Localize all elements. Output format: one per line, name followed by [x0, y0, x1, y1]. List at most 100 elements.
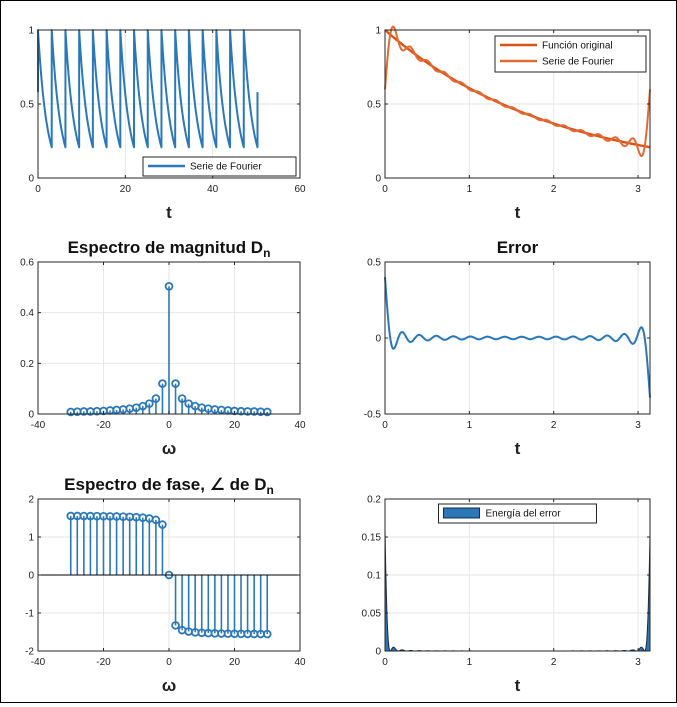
x-axis-label: t — [515, 676, 521, 695]
legend: Serie de Fourier — [142, 156, 297, 177]
legend-entry-label: Energía del error — [486, 509, 562, 520]
y-tick-label: 0 — [28, 174, 34, 185]
legend-swatch — [443, 507, 480, 519]
y-tick-label: 0.1 — [367, 571, 381, 582]
series-line-serie-de-fourier — [384, 25, 651, 158]
stem-marker — [171, 621, 180, 630]
legend-entry-label: Función original — [542, 41, 613, 52]
x-tick-label: 0 — [382, 184, 388, 195]
chart-title-subscript: n — [266, 483, 273, 497]
tick-labels: 0 1 2 3 0 0.05 0.1 0.15 0.2 — [362, 495, 650, 668]
subplot-2: 0 1 2 3 0 0.5 1 t Función original Serie de Fouri… — [367, 25, 651, 222]
stem-marker — [158, 520, 167, 529]
y-tick-label: 0.4 — [20, 308, 34, 319]
legend-entry-label: Serie de Fourier — [190, 162, 262, 173]
x-tick-label: 2 — [551, 420, 557, 431]
y-tick-label: 0 — [375, 647, 381, 658]
stem-marker — [151, 515, 161, 525]
x-axis-label: t — [515, 203, 521, 222]
x-tick-label: 3 — [635, 657, 641, 668]
x-tick-label: -20 — [96, 657, 111, 668]
data-series — [384, 277, 651, 398]
y-tick-label: 0.2 — [20, 359, 34, 370]
y-tick-label: -2 — [25, 647, 34, 658]
legend-box — [142, 156, 297, 177]
y-tick-label: 0.2 — [367, 495, 381, 506]
chart-title-main: Error — [497, 238, 539, 257]
legend: Función original Serie de Fourier — [494, 35, 647, 73]
x-tick-label: 0 — [382, 420, 388, 431]
stem-marker — [164, 282, 174, 291]
y-tick-label: 0.6 — [20, 258, 34, 269]
x-tick-label: 40 — [294, 420, 306, 431]
x-axis-label: t — [166, 203, 172, 222]
legend-entry-label: Serie de Fourier — [542, 57, 614, 68]
series-line-serie-de-fourier — [37, 29, 259, 149]
y-tick-label: 1 — [28, 26, 34, 37]
x-tick-label: -20 — [96, 420, 111, 431]
y-tick-label: 2 — [28, 495, 34, 506]
x-tick-label: 1 — [467, 184, 473, 195]
x-tick-label: 0 — [166, 420, 172, 431]
chart-title-main: Espectro de magnitud D — [68, 238, 264, 257]
x-tick-label: 0 — [35, 184, 41, 195]
y-tick-label: 0.15 — [362, 533, 382, 544]
x-tick-label: 0 — [166, 657, 172, 668]
gridlines — [38, 30, 300, 178]
x-tick-label: 40 — [207, 184, 219, 195]
stem-marker — [262, 407, 272, 417]
x-tick-label: 2 — [551, 184, 557, 195]
tick-labels: -40 -20 0 20 40 0 0.2 0.4 0.6 — [20, 258, 306, 432]
data-series — [38, 511, 300, 639]
tick-labels: 0 1 2 3 0 0.5 1 — [367, 26, 650, 195]
data-series — [37, 29, 259, 149]
chart-title-main: Espectro de fase, ∠ de D — [64, 475, 266, 494]
x-axis-label: t — [515, 439, 521, 458]
x-tick-label: 40 — [294, 657, 306, 668]
x-tick-label: 1 — [467, 657, 473, 668]
stem-marker — [262, 629, 272, 639]
x-axis-label: ω — [162, 676, 176, 695]
y-tick-label: 0 — [28, 571, 34, 582]
x-tick-label: 20 — [120, 184, 132, 195]
subplot-3: -40 -20 0 20 40 0 0.2 0.4 0.6 ω Espectro de magnit… — [20, 238, 306, 458]
y-tick-label: 0.5 — [367, 100, 381, 111]
subplot-1: 0 20 40 60 0 0.5 1 t Serie de Fourier — [20, 26, 306, 223]
y-tick-label: -0.5 — [364, 410, 382, 421]
x-tick-label: -40 — [31, 420, 46, 431]
y-tick-label: 0.05 — [362, 609, 382, 620]
gridlines — [385, 499, 650, 651]
y-tick-label: 0.5 — [367, 258, 381, 269]
y-tick-label: 1 — [375, 26, 381, 37]
subplot-5: -40 -20 0 20 40 -2 -1 0 1 2 ω Espectro de fase, ∠ d… — [25, 475, 306, 695]
tick-labels: 0 1 2 3-0.500.5 — [364, 258, 650, 431]
y-tick-label: 0 — [375, 334, 381, 345]
x-tick-label: 1 — [467, 420, 473, 431]
stem-marker — [158, 379, 167, 388]
y-tick-label: 0 — [375, 174, 381, 185]
chart-title: Espectro de fase, ∠ de Dn — [64, 475, 274, 497]
x-tick-label: 60 — [294, 184, 306, 195]
x-tick-label: 3 — [635, 184, 641, 195]
chart-title-subscript: n — [263, 246, 270, 260]
y-tick-label: 0 — [28, 410, 34, 421]
data-series — [384, 25, 651, 158]
y-tick-label: 1 — [28, 533, 34, 544]
x-tick-label: 20 — [229, 657, 241, 668]
tick-labels: -40 -20 0 20 40 -2 -1 0 1 2 — [25, 495, 306, 669]
x-tick-label: 3 — [635, 420, 641, 431]
stem-marker — [177, 394, 187, 403]
legend-box — [494, 35, 647, 73]
subplot-6: 0 1 2 3 0 0.05 0.1 0.15 0.2 t Energía del error — [362, 495, 651, 695]
y-tick-label: -1 — [25, 609, 34, 620]
legend: Energía del error — [438, 503, 597, 524]
x-tick-label: 0 — [382, 657, 388, 668]
y-tick-label: 0.5 — [20, 100, 34, 111]
chart-title: Espectro de magnitud Dn — [68, 238, 271, 260]
x-axis-label: ω — [162, 439, 176, 458]
x-tick-label: -40 — [31, 657, 46, 668]
x-tick-label: 2 — [551, 657, 557, 668]
